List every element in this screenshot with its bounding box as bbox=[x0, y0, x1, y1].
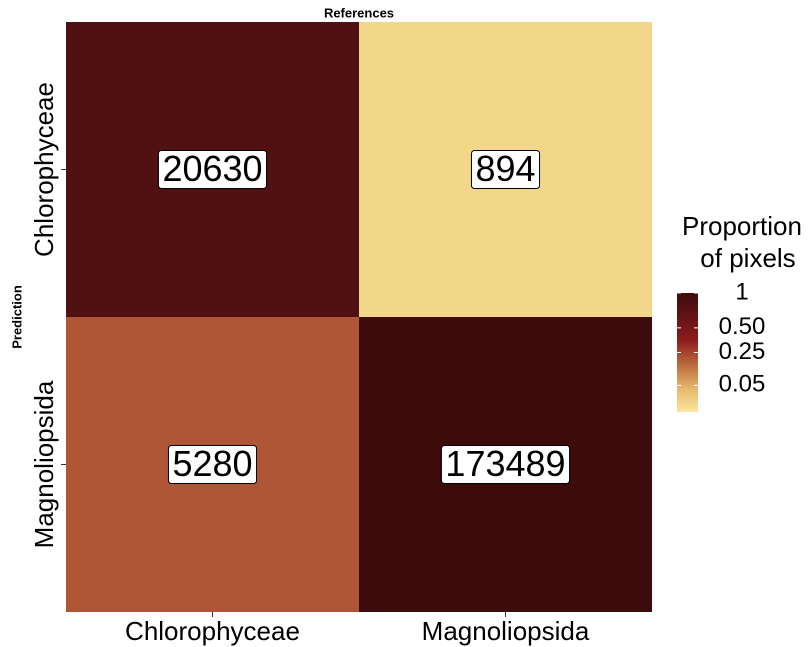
y-tick-label: Chlorophyceae bbox=[29, 82, 59, 257]
colorbar-tick-label: 0.25 bbox=[719, 338, 766, 365]
value-label-box bbox=[440, 445, 571, 484]
colorbar-tick-label: 0.50 bbox=[719, 313, 766, 340]
value-label: 173489 bbox=[445, 443, 565, 484]
colorbar-tick-label: 1 bbox=[735, 278, 748, 305]
value-label: 5280 bbox=[172, 443, 252, 484]
chart-title: References bbox=[324, 5, 394, 20]
colorbar-tick-label: 0.05 bbox=[719, 371, 766, 398]
x-tick-label: Magnoliopsida bbox=[422, 616, 590, 646]
x-tick-label: Chlorophyceae bbox=[125, 616, 300, 646]
y-tick-label: Magnoliopsida bbox=[29, 380, 59, 548]
y-axis-label: Prediction bbox=[9, 285, 24, 349]
legend-title: Proportion of pixels bbox=[682, 211, 802, 273]
value-label-box bbox=[470, 150, 541, 189]
colorbar bbox=[677, 293, 698, 412]
value-label-box bbox=[167, 445, 258, 484]
value-label: 20630 bbox=[162, 148, 262, 189]
value-label-box bbox=[157, 150, 268, 189]
value-label: 894 bbox=[475, 148, 535, 189]
